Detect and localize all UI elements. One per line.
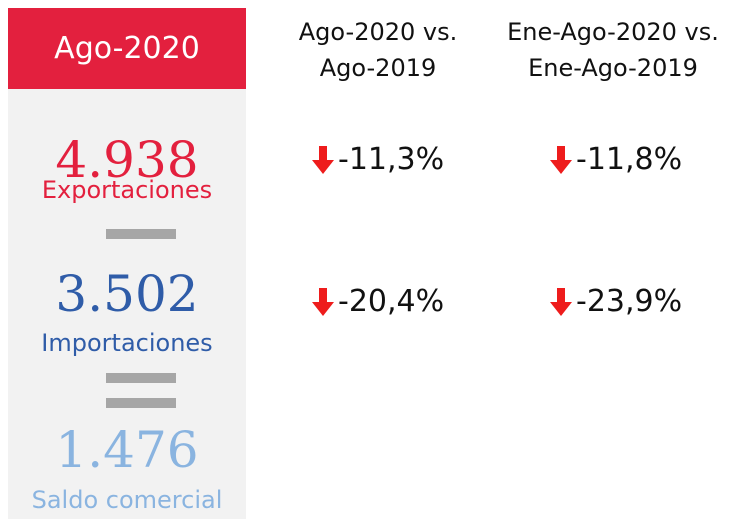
change-value: -11,8% [576,142,683,177]
change-cell: -11,3% [312,140,444,180]
balance-label: Saldo comercial [31,486,223,514]
down-arrow [312,288,334,316]
down-arrow [550,288,572,316]
down-arrow [312,146,334,174]
change-cell: -20,4% [312,282,444,322]
column-header: Ago-2020 vs. Ago-2019 [258,14,498,86]
export-value: 4.938 [55,131,199,189]
column-header: Ene-Ago-2020 vs. Ene-Ago-2019 [493,14,732,86]
change-cell: -23,9% [550,282,682,322]
change-value: -11,3% [338,142,445,177]
balance-value: 1.476 [55,421,199,479]
change-cell: -11,8% [550,140,682,180]
equals-bar [106,398,176,408]
header-line: Ago-2019 [319,54,437,82]
export-label: Exportaciones [41,176,213,204]
equals-bar [106,373,176,383]
import-value: 3.502 [55,265,199,323]
header-line: Ene-Ago-2019 [528,54,698,82]
change-value: -23,9% [576,284,683,319]
header-line: Ago-2020 vs. [298,18,458,46]
panel-title: Ago-2020 [8,8,246,89]
left-panel [8,8,246,519]
minus-sign [106,229,176,239]
header-line: Ene-Ago-2020 vs. [507,18,719,46]
change-value: -20,4% [338,284,445,319]
import-label: Importaciones [41,329,213,357]
down-arrow [550,146,572,174]
